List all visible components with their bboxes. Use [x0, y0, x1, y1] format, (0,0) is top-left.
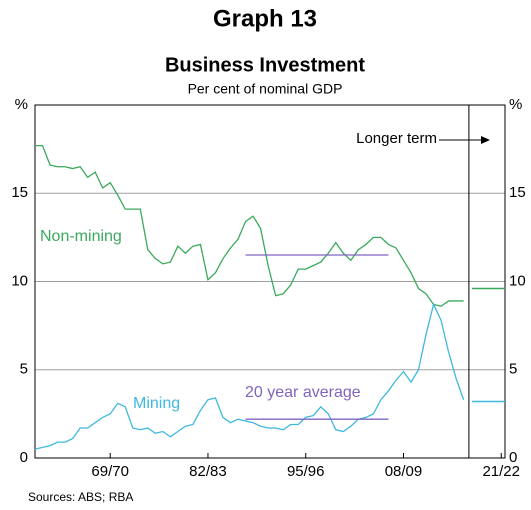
series-line — [34, 302, 465, 450]
y-tick-label: 15 — [11, 184, 28, 201]
series-label: Mining — [133, 395, 180, 412]
plot-frame — [34, 104, 506, 459]
x-tick-label: 69/70 — [91, 463, 129, 480]
y2-tick-label: 5 — [509, 361, 517, 378]
x-tick-label: 08/09 — [385, 463, 423, 480]
chart-subtitle: Business Investment — [165, 54, 365, 76]
longer-term-label: Longer term — [356, 130, 437, 147]
average-label: 20 year average — [245, 384, 361, 401]
arrow-head — [481, 136, 490, 144]
x-tick-label: 21/22 — [482, 463, 520, 480]
y2-tick-label: 15 — [509, 184, 526, 201]
y2-tick-label: % — [509, 96, 522, 113]
chart-title: Graph 13 — [213, 5, 317, 32]
series-label: Non-mining — [40, 228, 122, 245]
y-tick-label: 0 — [20, 449, 28, 466]
series-line — [35, 144, 464, 307]
x-tick-label: 82/83 — [189, 463, 227, 480]
y-tick-label: 10 — [11, 272, 28, 289]
source: Sources: ABS; RBA — [28, 490, 133, 504]
y2-tick-label: 10 — [509, 272, 526, 289]
x-tick-label: 95/96 — [287, 463, 325, 480]
y-tick-label: 5 — [20, 361, 28, 378]
y-axis-label: Per cent of nominal GDP — [188, 81, 343, 97]
y2-tick-label: 0 — [509, 449, 517, 466]
y-tick-label: % — [15, 96, 28, 113]
